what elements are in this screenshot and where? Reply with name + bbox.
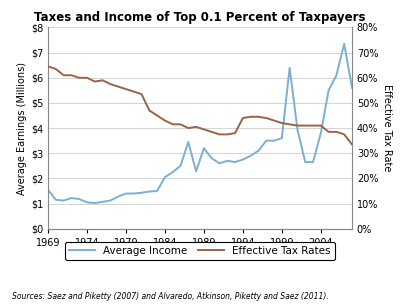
Average Income [233, 160, 238, 164]
Average Income [342, 42, 347, 46]
Average Income [92, 201, 97, 205]
Effective Tax Rates [272, 119, 276, 122]
Average Income [311, 160, 316, 164]
X-axis label: Year: Year [186, 253, 214, 263]
Average Income [108, 199, 113, 203]
Effective Tax Rates [155, 114, 160, 117]
Average Income [209, 156, 214, 160]
Average Income [256, 149, 261, 152]
Average Income [280, 136, 284, 140]
Effective Tax Rates [194, 125, 198, 129]
Effective Tax Rates [84, 76, 89, 80]
Legend: Average Income, Effective Tax Rates: Average Income, Effective Tax Rates [65, 242, 335, 260]
Average Income [84, 200, 89, 204]
Effective Tax Rates [69, 74, 74, 77]
Effective Tax Rates [170, 123, 175, 126]
Effective Tax Rates [240, 116, 245, 120]
Average Income [69, 196, 74, 200]
Average Income [272, 139, 276, 142]
Average Income [287, 66, 292, 70]
Effective Tax Rates [264, 116, 269, 120]
Effective Tax Rates [350, 143, 354, 146]
Effective Tax Rates [100, 78, 105, 82]
Effective Tax Rates [233, 131, 238, 135]
Effective Tax Rates [318, 124, 323, 127]
Effective Tax Rates [334, 130, 339, 134]
Average Income [147, 190, 152, 193]
Y-axis label: Average Earnings (Millions): Average Earnings (Millions) [16, 62, 26, 195]
Average Income [61, 199, 66, 203]
Effective Tax Rates [248, 115, 253, 119]
Effective Tax Rates [342, 133, 347, 136]
Effective Tax Rates [303, 124, 308, 127]
Average Income [240, 158, 245, 161]
Effective Tax Rates [217, 133, 222, 136]
Average Income [186, 140, 191, 144]
Line: Effective Tax Rates: Effective Tax Rates [48, 66, 352, 145]
Effective Tax Rates [92, 80, 97, 83]
Average Income [303, 160, 308, 164]
Effective Tax Rates [108, 82, 113, 86]
Effective Tax Rates [77, 76, 82, 80]
Average Income [139, 191, 144, 195]
Effective Tax Rates [116, 85, 120, 88]
Average Income [217, 162, 222, 165]
Effective Tax Rates [178, 123, 183, 126]
Effective Tax Rates [287, 123, 292, 126]
Average Income [318, 131, 323, 135]
Average Income [100, 200, 105, 204]
Average Income [326, 88, 331, 92]
Average Income [194, 170, 198, 173]
Effective Tax Rates [162, 119, 167, 122]
Effective Tax Rates [225, 133, 230, 136]
Average Income [131, 192, 136, 196]
Y-axis label: Effective Tax Rate: Effective Tax Rate [382, 84, 392, 172]
Effective Tax Rates [147, 109, 152, 112]
Average Income [334, 74, 339, 77]
Average Income [155, 189, 160, 193]
Average Income [264, 139, 269, 142]
Average Income [170, 170, 175, 174]
Average Income [202, 146, 206, 150]
Average Income [178, 164, 183, 168]
Effective Tax Rates [295, 124, 300, 127]
Average Income [53, 198, 58, 202]
Line: Average Income: Average Income [48, 44, 352, 203]
Average Income [77, 197, 82, 201]
Average Income [124, 192, 128, 196]
Effective Tax Rates [53, 67, 58, 71]
Effective Tax Rates [46, 65, 50, 68]
Effective Tax Rates [61, 74, 66, 77]
Effective Tax Rates [280, 121, 284, 125]
Effective Tax Rates [256, 115, 261, 119]
Average Income [295, 127, 300, 131]
Effective Tax Rates [131, 90, 136, 93]
Average Income [350, 86, 354, 90]
Title: Taxes and Income of Top 0.1 Percent of Taxpayers: Taxes and Income of Top 0.1 Percent of T… [34, 10, 366, 23]
Effective Tax Rates [186, 126, 191, 130]
Average Income [225, 159, 230, 163]
Average Income [116, 195, 120, 198]
Effective Tax Rates [311, 124, 316, 127]
Text: Sources: Saez and Piketty (2007) and Alvaredo, Atkinson, Piketty and Saez (2011): Sources: Saez and Piketty (2007) and Alv… [12, 292, 329, 301]
Average Income [248, 154, 253, 158]
Effective Tax Rates [202, 127, 206, 131]
Effective Tax Rates [139, 92, 144, 96]
Average Income [46, 188, 50, 192]
Effective Tax Rates [124, 87, 128, 91]
Effective Tax Rates [209, 130, 214, 134]
Average Income [162, 175, 167, 179]
Effective Tax Rates [326, 130, 331, 134]
